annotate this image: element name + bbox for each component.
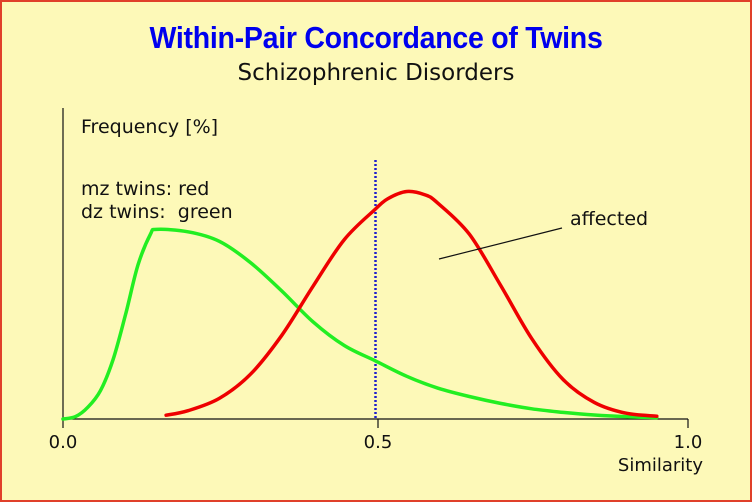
annotation-pointer bbox=[438, 227, 563, 260]
chart-subtitle: Schizophrenic Disorders bbox=[237, 60, 515, 86]
annotation-affected: affected bbox=[570, 208, 648, 230]
y-axis-label: Frequency [%] bbox=[81, 116, 218, 138]
x-axis-label: Similarity bbox=[618, 455, 703, 476]
series-line-mz bbox=[164, 189, 659, 418]
series-line-dz bbox=[61, 227, 659, 421]
legend-line-mz: mz twins: red bbox=[81, 178, 209, 200]
x-tick-label-2: 1.0 bbox=[674, 432, 703, 453]
legend-line-dz: dz twins: green bbox=[81, 201, 233, 223]
chart-title: Within-Pair Concordance of Twins bbox=[149, 20, 603, 55]
x-tick-label-1: 0.5 bbox=[364, 432, 393, 453]
x-tick-label-0: 0.0 bbox=[49, 432, 78, 453]
